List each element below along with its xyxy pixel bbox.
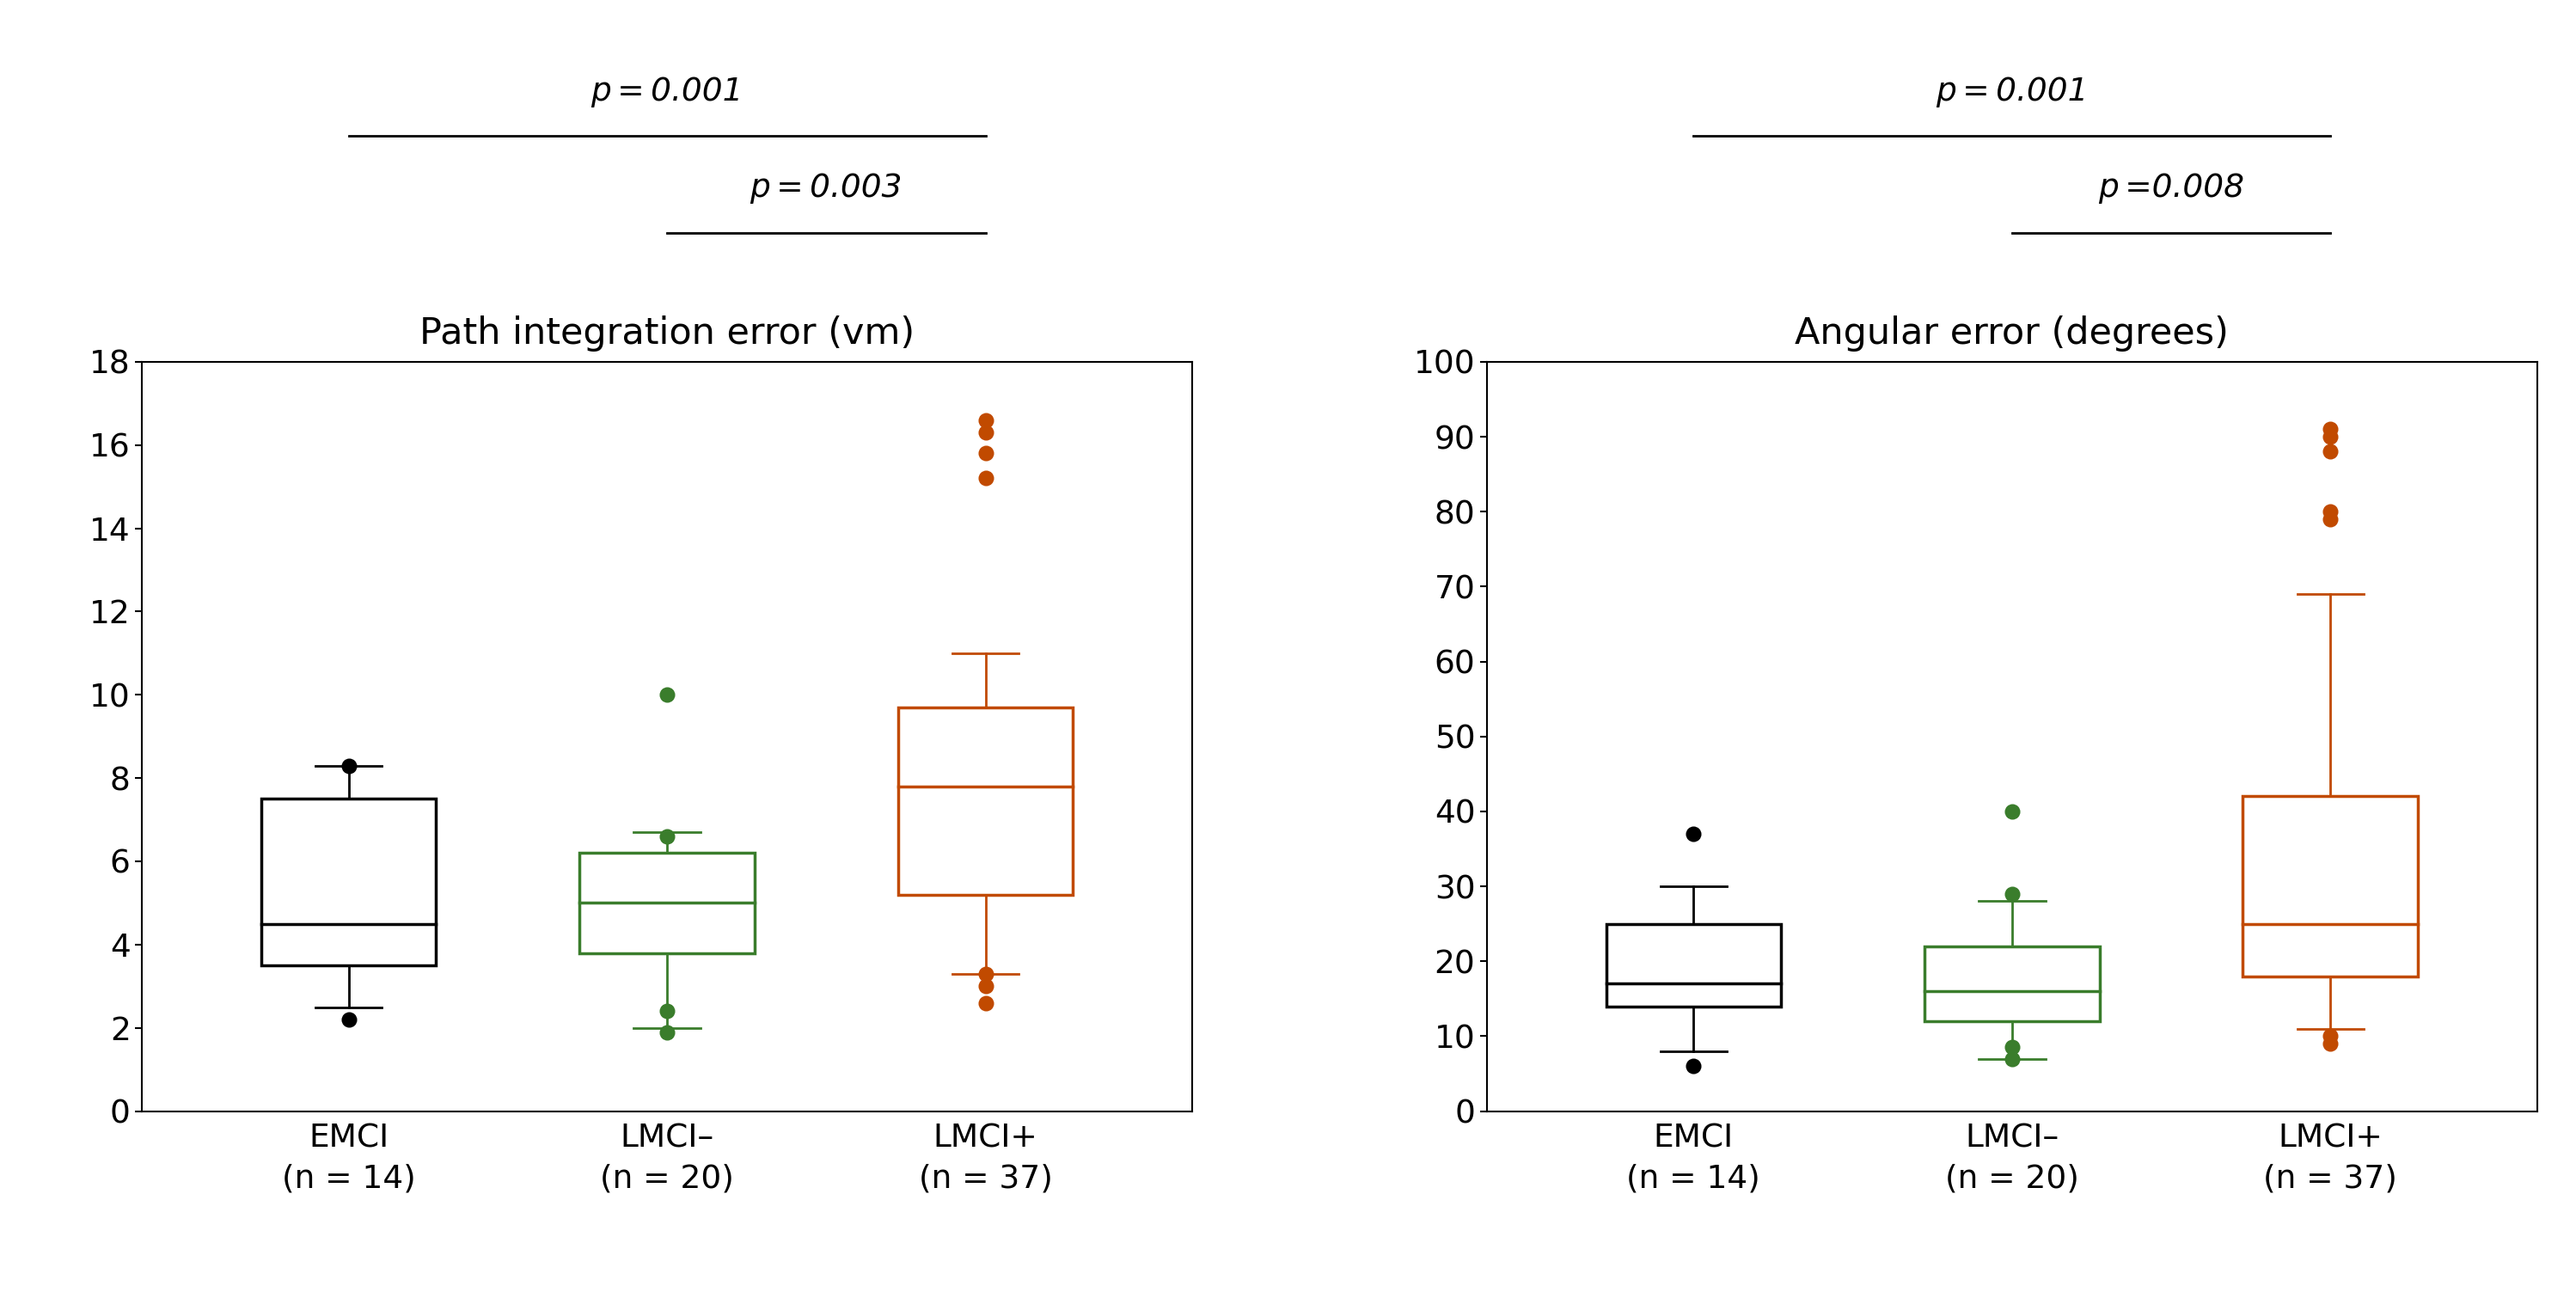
Bar <box>1605 924 1780 1006</box>
Title: Angular error (degrees): Angular error (degrees) <box>1795 315 2228 351</box>
Text: p =0.008: p =0.008 <box>2097 173 2244 204</box>
Bar <box>899 707 1074 894</box>
Title: Path integration error (vm): Path integration error (vm) <box>420 315 914 351</box>
Text: p = 0.001: p = 0.001 <box>1935 76 2089 107</box>
Bar <box>260 798 435 965</box>
Bar <box>2244 796 2419 977</box>
Text: p = 0.003: p = 0.003 <box>750 173 902 204</box>
Text: p = 0.001: p = 0.001 <box>590 76 744 107</box>
Bar <box>1924 946 2099 1021</box>
Bar <box>580 853 755 953</box>
